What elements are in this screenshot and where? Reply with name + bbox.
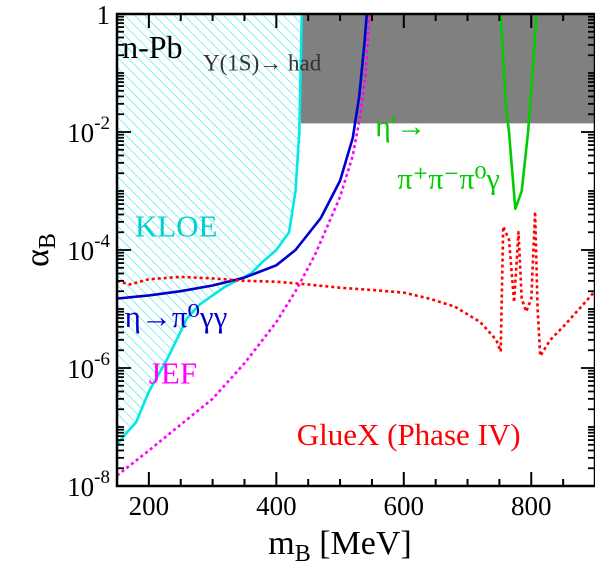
annotation-0: η→π⁰γγ [125, 299, 228, 334]
y-tick-label: 10-2 [67, 113, 110, 148]
axis-ticks [116, 13, 595, 487]
x-axis-title-unit: [MeV] [311, 525, 412, 562]
annotation-item: η'→ [375, 110, 426, 143]
y-tick-label: 10-6 [67, 349, 110, 384]
exclusion-curves [117, 14, 595, 477]
x-tick-label: 800 [511, 491, 552, 521]
y-tick-label: 10-4 [67, 231, 110, 266]
annotation-0: π⁺π⁻π⁰γ [397, 163, 499, 196]
annotation-n-pb: n-Pb [122, 29, 182, 65]
series-line-0 [117, 14, 369, 300]
tick-labels: 200 400 600 800 10-8 10-6 10-4 10-2 1 [67, 0, 551, 521]
annotations: n-Pb Υ(1S)→ had η'→ π⁺π⁻π⁰γ KLOE η→π⁰γγ JEF Glu… [122, 29, 520, 452]
y-tick-label: 1 [97, 0, 111, 30]
y-axis-title-sub: B [35, 233, 61, 249]
series-line-gluex-phase-iv [117, 210, 595, 358]
annotation-1s-had: Υ(1S)→ had [203, 51, 322, 76]
shaded-regions [117, 14, 595, 445]
x-tick-label: 400 [256, 491, 297, 521]
series-line-0 [499, 14, 538, 211]
y-axis-title: αB [19, 233, 61, 267]
annotation-kloe: KLOE [135, 208, 218, 243]
y-tick-label: 10-8 [67, 467, 110, 502]
x-tick-label: 600 [384, 491, 425, 521]
x-tick-label: 200 [129, 491, 170, 521]
x-axis-title-sub: B [295, 541, 311, 562]
series-line-kloe [117, 14, 304, 446]
x-axis-title: mB [MeV] [268, 525, 412, 562]
annotation-gluex-phase-iv: GlueX (Phase IV) [297, 417, 521, 452]
series-line-jef [117, 14, 371, 477]
region-kloe [117, 14, 302, 445]
annotation-jef: JEF [149, 355, 197, 390]
